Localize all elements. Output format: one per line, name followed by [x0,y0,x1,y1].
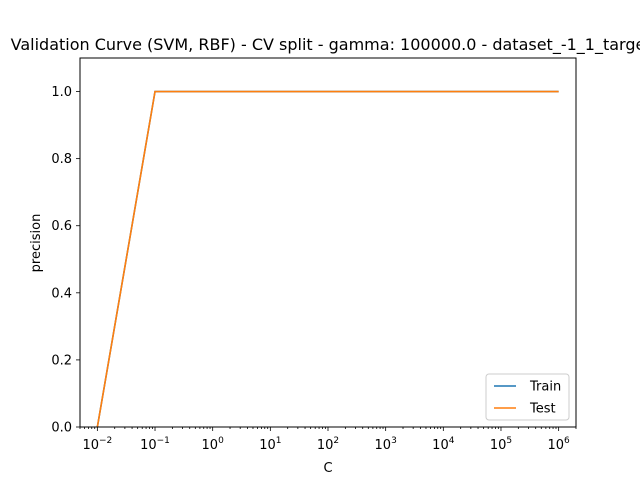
legend: Train Test [485,373,570,421]
y-tick-label: 0.0 [51,421,72,436]
y-axis: 0.0 0.2 0.4 0.6 0.8 1.0 [51,85,80,436]
chart-title: Validation Curve (SVM, RBF) - CV split -… [11,35,640,55]
y-tick-label: 0.6 [51,219,72,234]
legend-label-test: Test [529,402,556,417]
y-axis-label: precision [29,214,44,273]
y-tick-label: 1.0 [51,85,72,100]
series-line-test [96,90,559,428]
legend-label-train: Train [529,380,561,395]
y-tick-label: 0.2 [51,353,72,368]
y-tick-label: 0.4 [51,286,72,301]
x-axis-label: C [323,461,332,476]
plot-area [96,90,559,428]
y-tick-label: 0.8 [51,152,72,167]
